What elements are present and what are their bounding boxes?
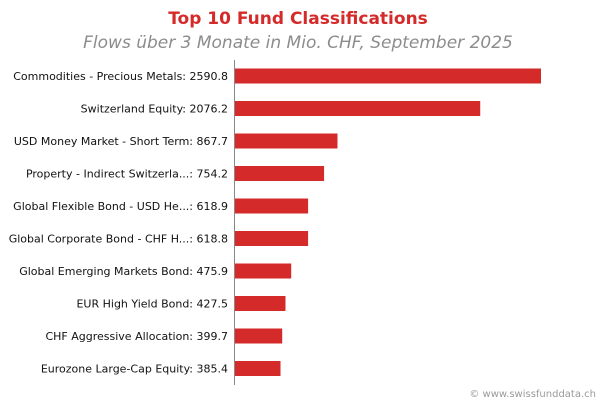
category-label-9: CHF Aggressive Allocation: 399.7 <box>45 330 228 343</box>
category-label-8: EUR High Yield Bond: 427.5 <box>76 298 228 311</box>
bar-1 <box>235 68 541 84</box>
category-label-5: Global Flexible Bond - USD He...: 618.9 <box>13 200 228 213</box>
category-label-1: Commodities - Precious Metals: 2590.8 <box>13 70 228 83</box>
bar-10 <box>235 361 281 376</box>
bar-7 <box>235 263 292 279</box>
bar-6 <box>235 231 309 246</box>
bars-group <box>235 68 541 376</box>
chart-subtitle: Flows über 3 Monate in Mio. CHF, Septemb… <box>83 33 513 53</box>
bar-9 <box>235 328 283 344</box>
chart-title: Top 10 Fund Classifications <box>168 9 428 29</box>
category-label-6: Global Corporate Bond - CHF H...: 618.8 <box>9 233 228 246</box>
category-label-4: Property - Indirect Switzerla...: 754.2 <box>26 168 228 181</box>
category-labels-group: Commodities - Precious Metals: 2590.8 Swi… <box>9 70 228 376</box>
bar-4 <box>235 166 325 181</box>
bar-8 <box>235 296 286 311</box>
footer-credit: © www.swissfunddata.ch <box>469 389 596 400</box>
bar-5 <box>235 198 309 214</box>
category-label-2: Switzerland Equity: 2076.2 <box>81 103 228 116</box>
category-label-7: Global Emerging Markets Bond: 475.9 <box>19 265 228 278</box>
bar-2 <box>235 101 481 116</box>
bar-3 <box>235 133 338 149</box>
category-label-3: USD Money Market - Short Term: 867.7 <box>14 135 228 148</box>
category-label-10: Eurozone Large-Cap Equity: 385.4 <box>41 363 228 376</box>
